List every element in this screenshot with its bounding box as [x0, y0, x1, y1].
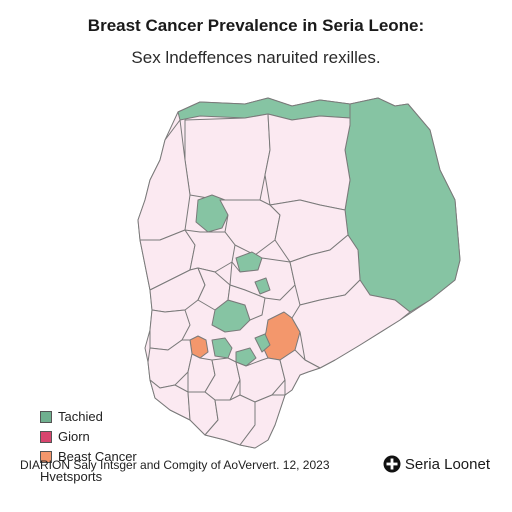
map-subtitle: Sex lndeffences naruited rexilles. [131, 48, 381, 67]
legend-label: Beast Cancer [58, 449, 137, 464]
district-central-north [219, 199, 281, 256]
plus-circle-icon [383, 455, 401, 473]
district-south-9 [239, 394, 286, 449]
map-title: Breast Cancer Prevalence in Seria Leone: [87, 16, 425, 35]
map-legend: Tachied Giorn Beast Cancer Hvetsports [40, 408, 137, 488]
district-green-south-1 [211, 337, 233, 359]
legend-item: Beast Cancer [40, 448, 137, 466]
legend-swatch [40, 431, 52, 443]
brand-name: Seria Loonet [404, 455, 490, 473]
legend-continuation-label: Hvetsports [40, 469, 103, 484]
district-green-center [195, 194, 229, 233]
district-centre-2 [227, 284, 266, 321]
district-green-south-3 [254, 333, 271, 353]
district-northwest [137, 119, 191, 241]
district-southeast [291, 279, 411, 369]
legend-swatch [40, 451, 52, 463]
brand-logo: Seria Loonet [383, 455, 490, 473]
district-green-small-3 [254, 277, 271, 295]
legend-swatch [40, 411, 52, 423]
legend-label: Giorn [58, 429, 90, 444]
district-north-2 [264, 113, 351, 211]
district-mid-1 [184, 229, 236, 273]
district-north-1 [184, 113, 271, 201]
legend-item: Tachied [40, 408, 137, 426]
district-south-5 [279, 349, 321, 396]
legend-continuation: Hvetsports [40, 468, 137, 486]
legend-label: Tachied [58, 409, 103, 424]
district-green-south-2 [235, 347, 257, 367]
map-footer-credit: DIARION Saly Intsger and Comgity of AoVe… [20, 458, 330, 472]
east-green-region [344, 97, 461, 313]
legend-item: Giorn [40, 428, 137, 446]
district-south-6 [149, 379, 191, 421]
